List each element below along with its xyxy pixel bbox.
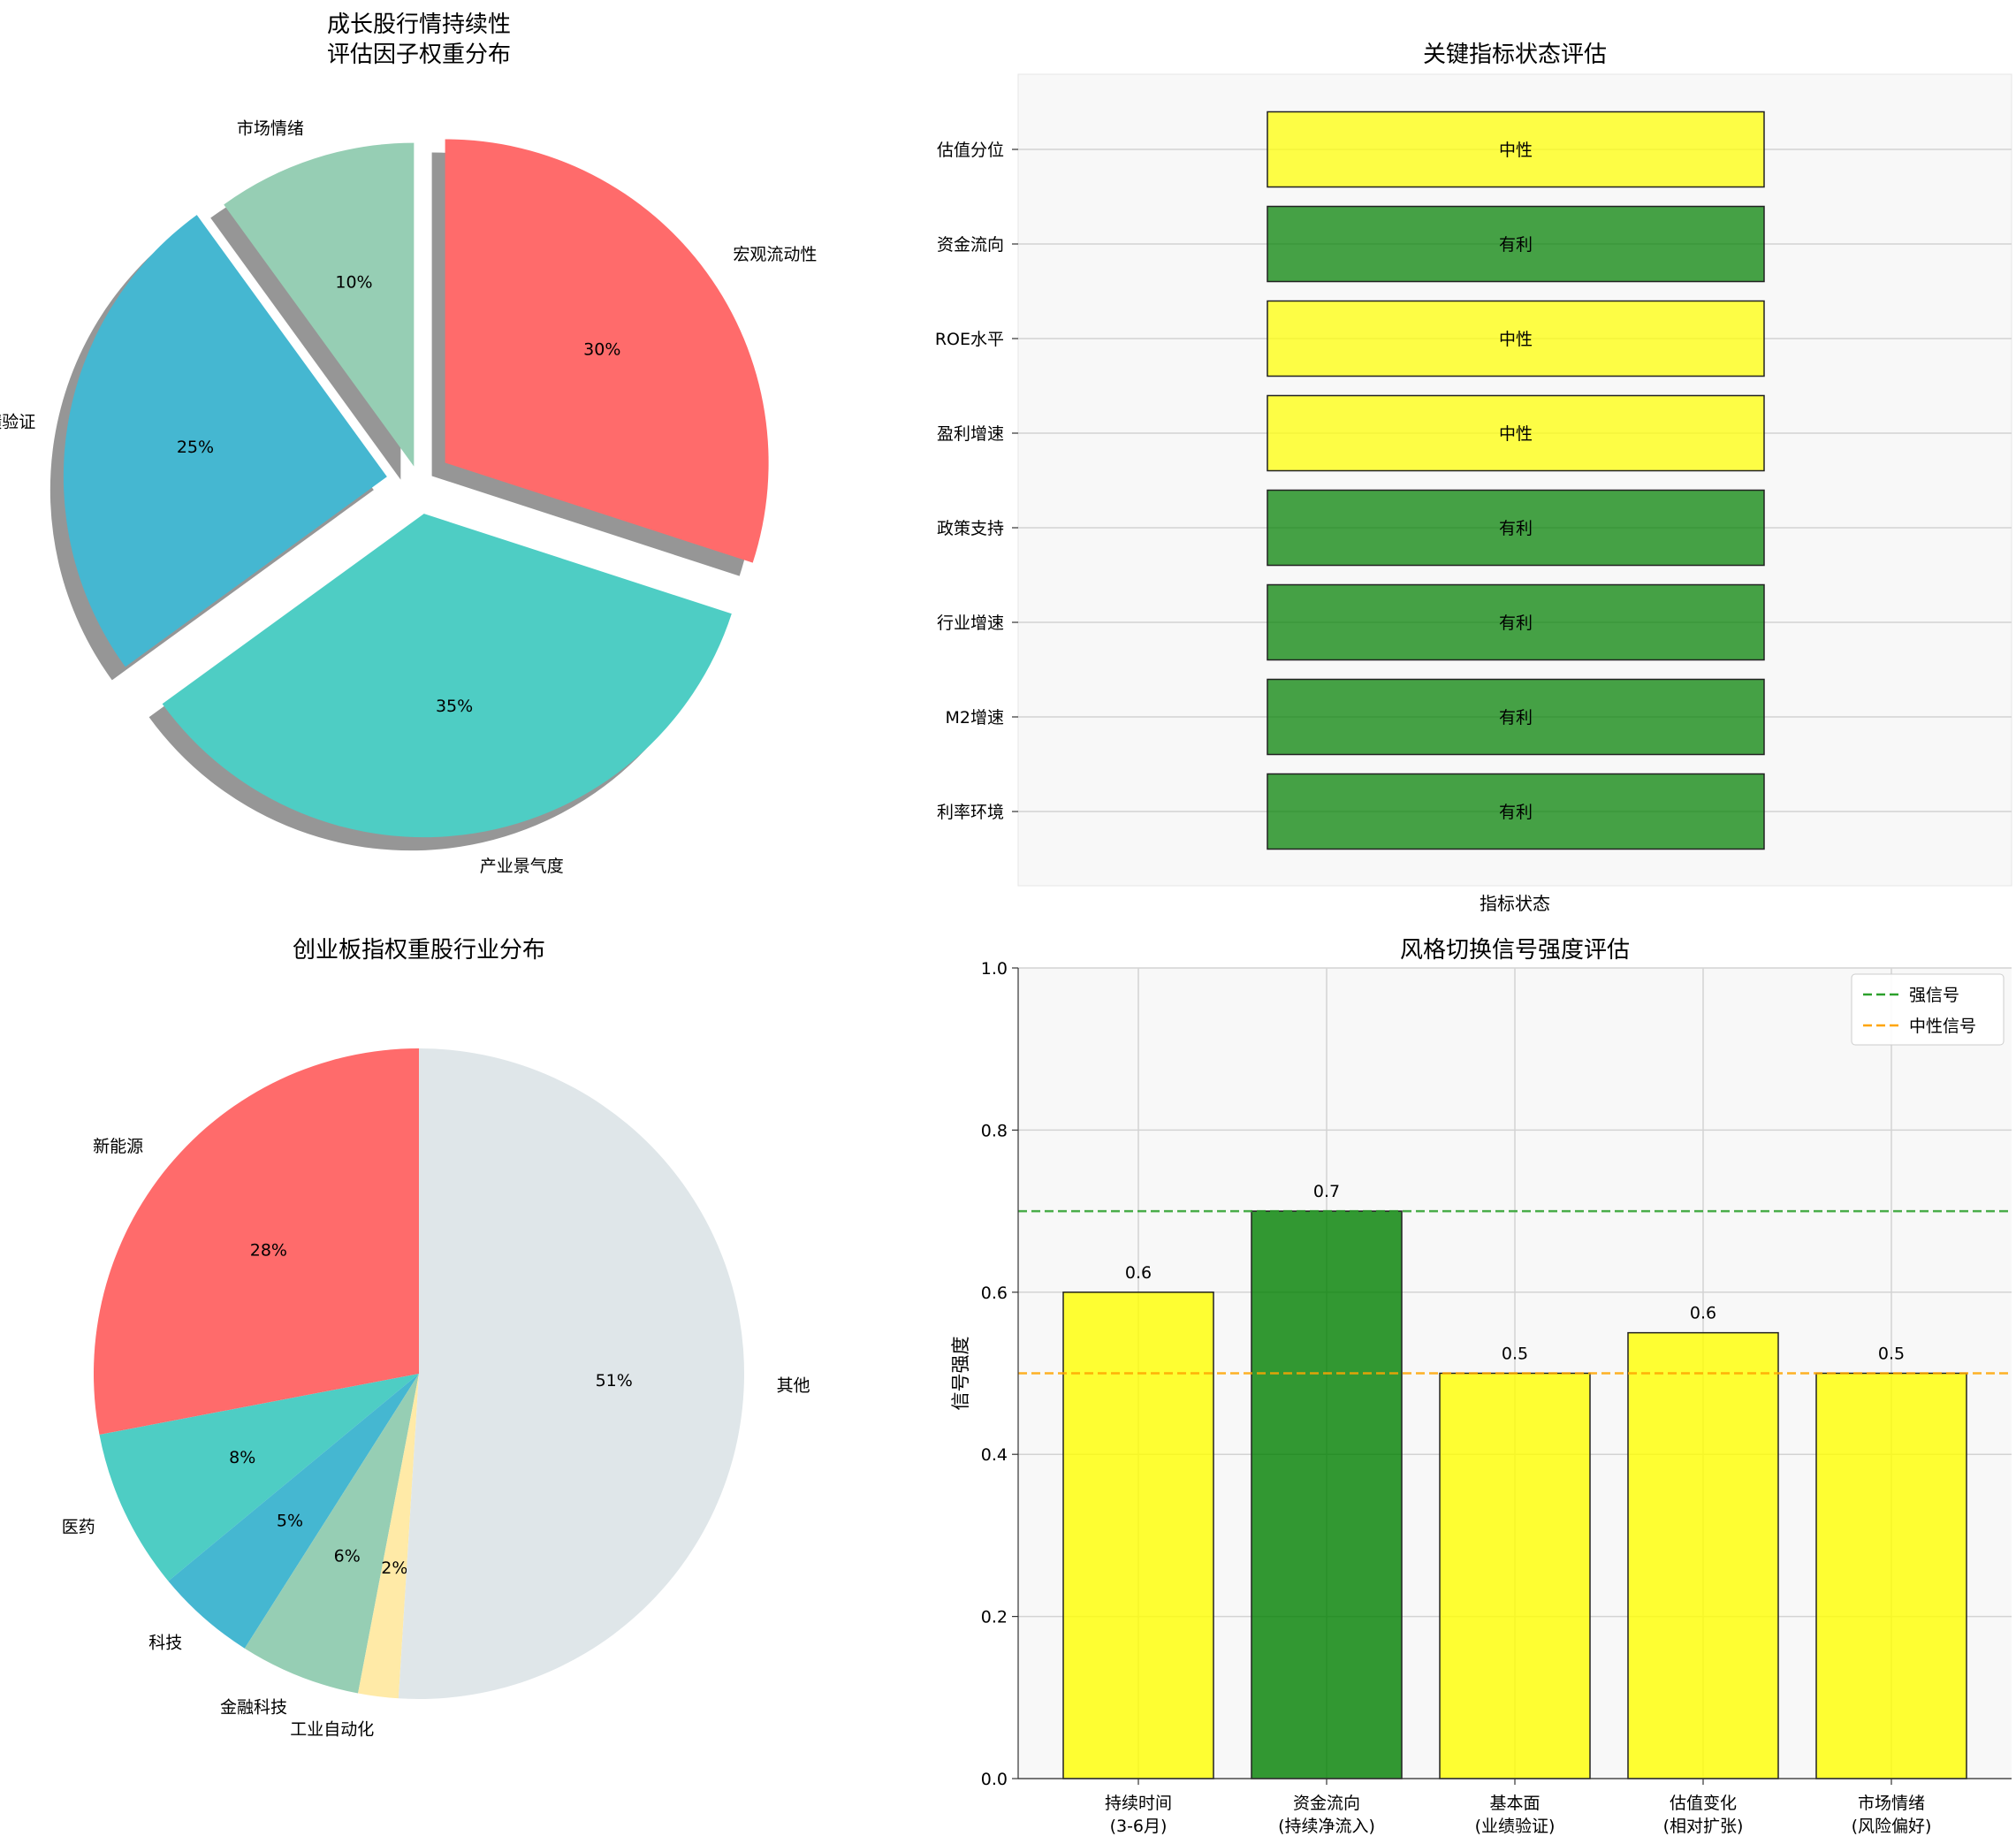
chart-title: 创业板指权重股行业分布	[293, 937, 545, 964]
pie-percent-label: 8%	[229, 1448, 255, 1467]
bar-chart-signal-strength: 风格切换信号强度评估 0.0 0.2 0.4 0.6 0.8 1.0 0.6 持续时间 (3-6月…	[950, 937, 2012, 1836]
status-bar	[1267, 394, 1765, 472]
pie-percent-label: 5%	[277, 1512, 303, 1531]
x-axis-label: 指标状态	[1480, 893, 1550, 914]
y-tick-label: 0.6	[981, 1284, 1008, 1303]
pie-slice	[358, 1374, 419, 1699]
x-tick-sublabel: (3-6月)	[1110, 1817, 1168, 1836]
bar	[1627, 1331, 1779, 1779]
y-axis-label: 信号强度	[950, 1337, 971, 1411]
plot-area	[1017, 73, 2012, 887]
pie-percent-label: 2%	[381, 1558, 407, 1578]
pie-slice	[445, 139, 769, 563]
x-tick-label: 估值变化	[1670, 1794, 1737, 1813]
y-tick-label: 0.4	[981, 1445, 1008, 1465]
pie-slice-label: 金融科技	[220, 1697, 287, 1717]
chart-title-line-1: 成长股行情持续性	[327, 11, 511, 38]
y-tick-label: 0.8	[981, 1121, 1008, 1140]
y-tick-label: 利率环境	[937, 803, 1004, 822]
status-bar	[1267, 583, 1765, 661]
status-bar-label: 有利	[1499, 519, 1533, 538]
pie-percent-label: 51%	[596, 1371, 633, 1391]
x-tick-label: 资金流向	[1293, 1794, 1360, 1813]
pie-slice-label: 业绩验证	[0, 412, 35, 431]
pie-slice	[63, 215, 387, 667]
pie-slice	[168, 1374, 420, 1649]
legend-box	[1851, 973, 2005, 1046]
pie-slice-label: 市场情绪	[237, 119, 304, 139]
bar-value-label: 0.6	[1125, 1263, 1152, 1283]
chart-title-line-2: 评估因子权重分布	[327, 42, 511, 68]
x-tick-sublabel: (业绩验证)	[1475, 1817, 1556, 1836]
pie-slice-label: 其他	[777, 1376, 810, 1396]
status-bar-label: 中性	[1499, 424, 1533, 444]
status-bar	[1267, 489, 1765, 567]
bar-value-label: 0.5	[1878, 1345, 1905, 1364]
bar	[1815, 1372, 1967, 1779]
pie-percent-label: 30%	[583, 339, 620, 359]
x-tick-sublabel: (相对扩张)	[1663, 1817, 1744, 1836]
pie-percent-label: 6%	[334, 1546, 361, 1566]
pie-slice-label: 工业自动化	[290, 1720, 374, 1740]
legend-label: 中性信号	[1909, 1017, 1976, 1036]
pie-slice-label: 新能源	[93, 1137, 143, 1156]
status-bar-label: 中性	[1499, 141, 1533, 160]
pie-slice-label: 科技	[148, 1634, 182, 1653]
pie-percent-label: 10%	[335, 273, 372, 293]
x-tick-label: 持续时间	[1105, 1794, 1172, 1813]
pie-percent-label: 25%	[177, 438, 214, 457]
pie-slice	[224, 142, 415, 467]
x-tick-label: 基本面	[1489, 1794, 1540, 1813]
status-bar-label: 中性	[1499, 330, 1533, 349]
y-tick-label: 估值分位	[937, 141, 1004, 160]
status-bar	[1267, 205, 1765, 283]
pie-slice-label: 产业景气度	[480, 857, 564, 876]
status-bar-label: 有利	[1499, 708, 1533, 728]
status-bar-label: 有利	[1499, 613, 1533, 633]
y-tick-label: 政策支持	[937, 519, 1004, 538]
bar-value-label: 0.6	[1690, 1304, 1716, 1323]
y-tick-label: 1.0	[981, 959, 1008, 979]
bar-value-label: 0.5	[1502, 1345, 1528, 1364]
x-tick-sublabel: (风险偏好)	[1852, 1817, 1932, 1836]
pie-slice-label: 宏观流动性	[733, 245, 817, 264]
chart-title: 关键指标状态评估	[1423, 42, 1607, 68]
pie-slice	[93, 1048, 420, 1435]
bar-value-label: 0.7	[1313, 1182, 1340, 1201]
pie-slice-label: 医药	[62, 1517, 95, 1536]
status-bar	[1267, 300, 1765, 377]
pie-slice	[99, 1374, 419, 1581]
y-tick-label: 0.2	[981, 1608, 1008, 1627]
x-tick-sublabel: (持续净流入)	[1278, 1817, 1375, 1836]
pie-slice	[244, 1374, 419, 1694]
bar	[1062, 1292, 1214, 1779]
status-bar	[1267, 110, 1765, 188]
y-tick-label: 0.0	[981, 1770, 1008, 1789]
y-tick-label: 资金流向	[937, 235, 1004, 255]
status-bar	[1267, 678, 1765, 756]
pie-percent-label: 35%	[436, 697, 473, 716]
x-tick-label: 市场情绪	[1858, 1794, 1925, 1813]
pie-percent-label: 28%	[250, 1240, 287, 1260]
y-tick-label: 盈利增速	[937, 424, 1004, 444]
y-tick-label: ROE水平	[935, 330, 1004, 349]
y-tick-label: 行业增速	[937, 613, 1004, 633]
legend-label: 强信号	[1909, 986, 1959, 1005]
chart-title: 风格切换信号强度评估	[1400, 937, 1630, 964]
status-bar-label: 有利	[1499, 803, 1533, 822]
pie-slice	[162, 514, 732, 838]
status-bar	[1267, 773, 1765, 850]
pie-slice	[398, 1048, 745, 1699]
pie-chart-industry-distribution: 创业板指权重股行业分布 28% 新能源 8% 医药 5% 科技 6% 金融科技 2% 工业自动化 51…	[62, 937, 810, 1740]
indicator-status-chart: 关键指标状态评估有利利率环境有利M2增速有利行业增速有利政策支持中性盈利增速中性…	[935, 42, 2012, 914]
bar	[1251, 1210, 1403, 1779]
y-tick-label: M2增速	[946, 708, 1004, 728]
status-bar-label: 有利	[1499, 235, 1533, 255]
bar	[1439, 1372, 1591, 1779]
